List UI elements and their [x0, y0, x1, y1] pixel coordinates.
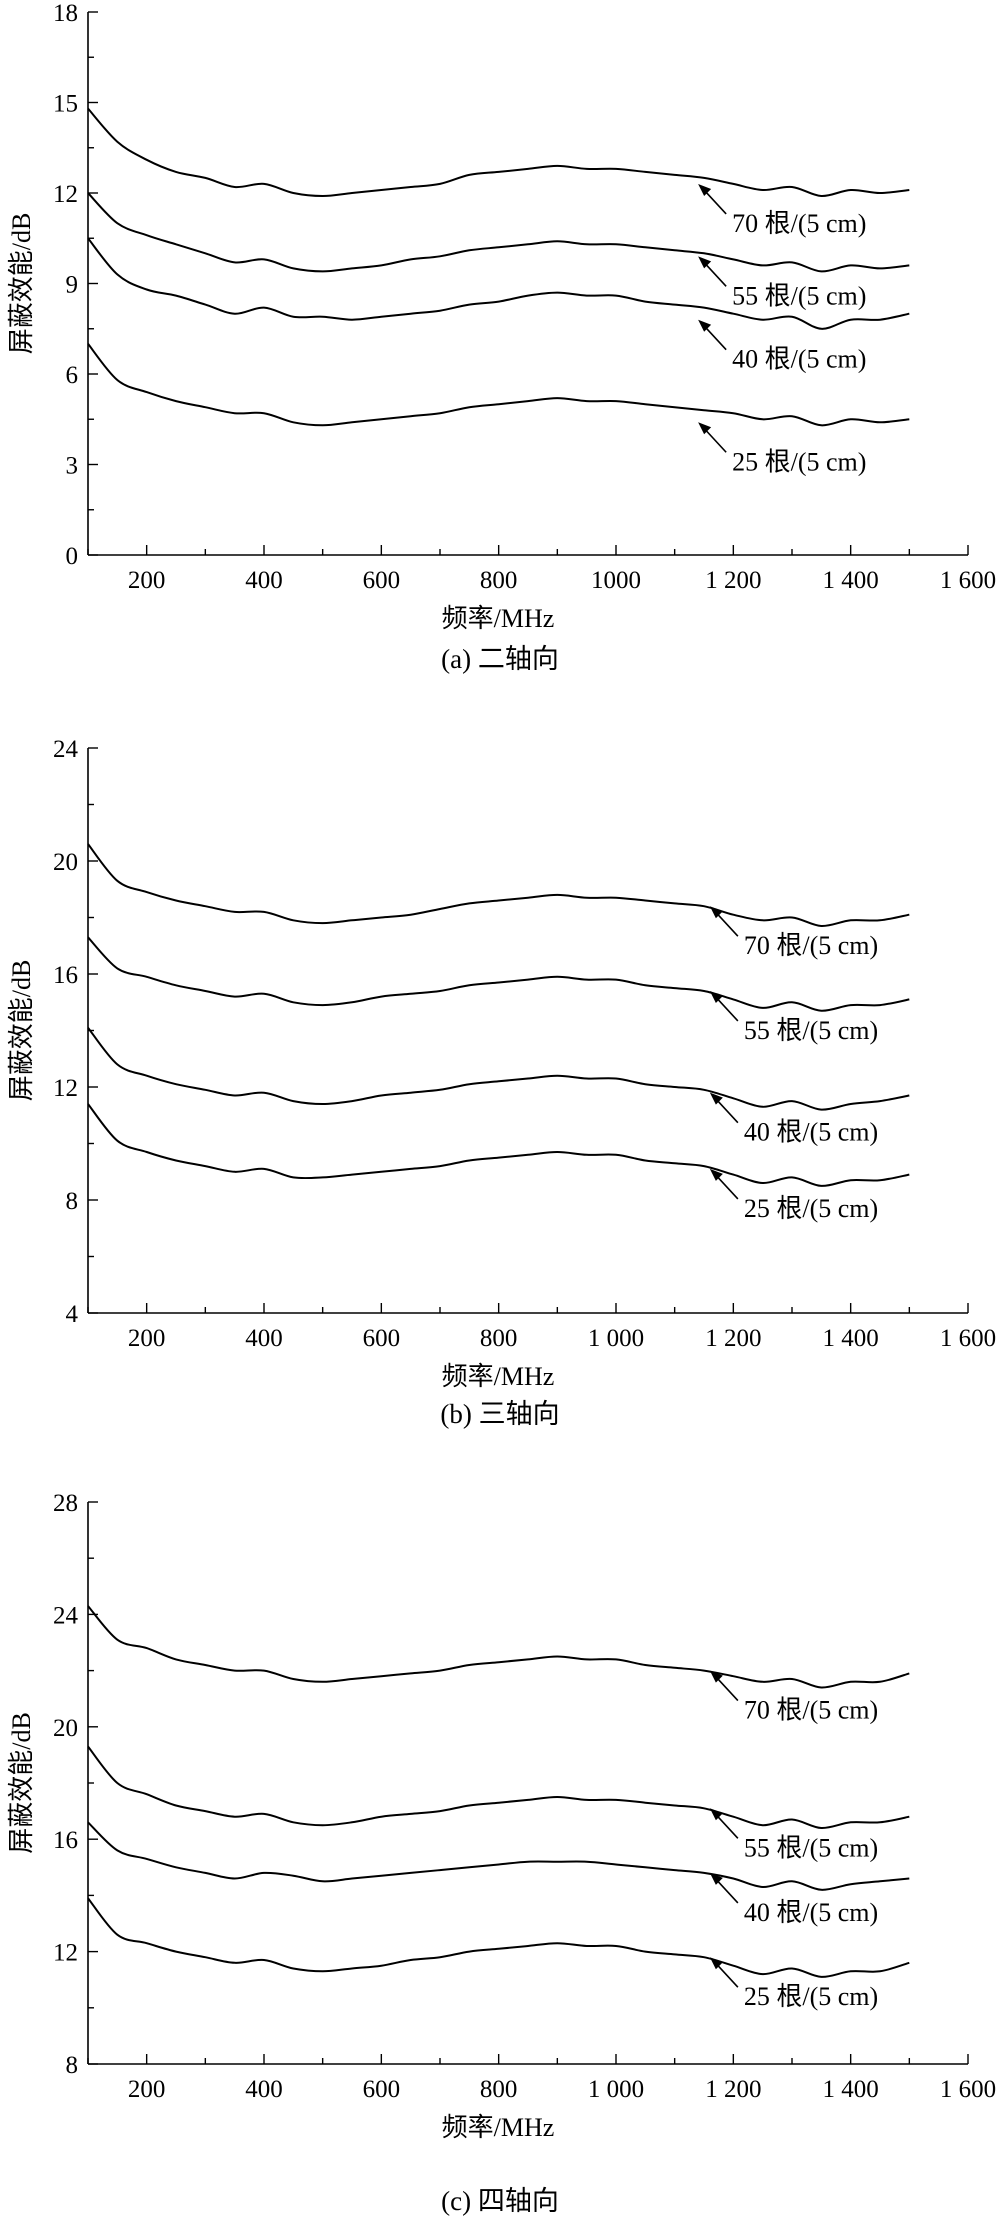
series-label-arrowhead: [709, 1092, 723, 1105]
y-tick-label: 16: [53, 962, 78, 989]
x-tick-label: 1 600: [940, 1325, 996, 1352]
series-line-1: [87, 1605, 910, 1689]
x-tick-label: 600: [363, 2076, 401, 2103]
y-tick-label: 18: [53, 0, 78, 27]
x-axis-title: 频率/MHz: [442, 1362, 555, 1391]
y-tick-label: 12: [53, 1075, 78, 1102]
x-axis-title: 频率/MHz: [442, 604, 555, 633]
y-tick-label: 4: [66, 1301, 79, 1328]
y-tick-label: 9: [66, 272, 79, 299]
x-tick-label: 1 000: [588, 1325, 644, 1352]
series-line-3: [87, 237, 910, 330]
series-label-arrowhead: [709, 1872, 723, 1885]
series-label-arrowhead: [698, 422, 712, 435]
chart-caption: (a) 二轴向: [441, 644, 559, 674]
series-label-3: 40 根/(5 cm): [744, 1118, 878, 1147]
series-line-4: [87, 1897, 910, 1978]
y-tick-label: 8: [66, 1188, 79, 1215]
chart-caption: (b) 三轴向: [440, 1399, 559, 1429]
y-tick-label: 12: [53, 181, 78, 208]
y-tick-label: 12: [53, 1940, 78, 1967]
x-tick-label: 600: [363, 567, 401, 594]
y-tick-label: 8: [66, 2052, 79, 2079]
x-tick-label: 800: [480, 1325, 518, 1352]
y-tick-label: 24: [53, 1602, 79, 1629]
chart-panel-1: 0 3 6 9 12 15 18 200 400 600 800 1000 1 200 1 400 1 60…: [7, 0, 996, 674]
x-tick-label: 200: [128, 2076, 166, 2103]
x-tick-label: 400: [245, 1325, 283, 1352]
series-label-arrowhead: [709, 1168, 723, 1181]
series-label-1: 70 根/(5 cm): [744, 1696, 878, 1725]
series-label-4: 25 根/(5 cm): [744, 1194, 878, 1223]
y-axis-title: 屏蔽效能/dB: [7, 1712, 36, 1854]
x-tick-label: 200: [128, 1325, 166, 1352]
series-label-3: 40 根/(5 cm): [732, 345, 866, 374]
y-axis-title: 屏蔽效能/dB: [7, 213, 36, 355]
chart-panel-3: 8 12 16 20 24 28 200 400 600 800 1 000 1 200 1 400 1 …: [7, 1490, 996, 2216]
y-tick-label: 24: [53, 736, 79, 763]
x-tick-label: 1 200: [705, 567, 761, 594]
x-tick-label: 1000: [591, 567, 641, 594]
series-line-1: [87, 843, 910, 928]
x-tick-label: 1 000: [588, 2076, 644, 2103]
series-line-1: [87, 107, 910, 198]
series-label-arrowhead: [709, 1670, 723, 1683]
x-tick-label: 200: [128, 567, 166, 594]
chart-panel-2: 4 8 12 16 20 24 200 400 600 800 1 000 1 200 1 400 1 6…: [7, 736, 996, 1429]
series-line-4: [87, 343, 910, 427]
x-tick-label: 1 400: [823, 1325, 879, 1352]
x-tick-label: 800: [480, 567, 518, 594]
series-label-arrowhead: [698, 256, 712, 269]
x-tick-label: 800: [480, 2076, 518, 2103]
y-tick-label: 3: [66, 453, 79, 480]
series-line-2: [87, 192, 910, 273]
x-tick-label: 400: [245, 2076, 283, 2103]
series-label-4: 25 根/(5 cm): [744, 1982, 878, 2011]
series-label-arrowhead: [698, 319, 712, 332]
series-label-1: 70 根/(5 cm): [744, 931, 878, 960]
x-tick-label: 1 200: [705, 2076, 761, 2103]
y-tick-label: 20: [53, 1715, 78, 1742]
series-label-1: 70 根/(5 cm): [732, 209, 866, 238]
x-tick-label: 1 200: [705, 1325, 761, 1352]
series-label-arrowhead: [709, 990, 723, 1003]
series-label-arrowhead: [698, 183, 712, 196]
x-tick-label: 1 600: [940, 567, 996, 594]
y-tick-label: 6: [66, 362, 79, 389]
y-axis-title: 屏蔽效能/dB: [7, 960, 36, 1102]
y-tick-label: 28: [53, 1490, 78, 1517]
y-tick-label: 20: [53, 849, 78, 876]
y-tick-label: 0: [66, 543, 79, 570]
series-label-2: 55 根/(5 cm): [732, 281, 866, 310]
series-line-2: [87, 936, 910, 1012]
chart-caption: (c) 四轴向: [441, 2186, 559, 2216]
x-tick-label: 1 600: [940, 2076, 996, 2103]
x-tick-label: 600: [363, 1325, 401, 1352]
series-line-2: [87, 1745, 910, 1830]
y-tick-label: 16: [53, 1827, 78, 1854]
x-tick-label: 400: [245, 567, 283, 594]
series-label-arrowhead: [709, 1957, 723, 1970]
x-tick-label: 1 400: [823, 567, 879, 594]
series-label-2: 55 根/(5 cm): [744, 1016, 878, 1045]
series-label-3: 40 根/(5 cm): [744, 1898, 878, 1927]
series-label-2: 55 根/(5 cm): [744, 1833, 878, 1862]
x-tick-label: 1 400: [823, 2076, 879, 2103]
x-axis-title: 频率/MHz: [442, 2113, 555, 2142]
series-label-arrowhead: [709, 906, 723, 919]
series-label-arrowhead: [709, 1808, 723, 1821]
series-line-4: [87, 1103, 910, 1187]
series-line-3: [87, 1821, 910, 1891]
series-line-3: [87, 1027, 910, 1111]
y-tick-label: 15: [53, 91, 78, 118]
series-label-4: 25 根/(5 cm): [732, 447, 866, 476]
